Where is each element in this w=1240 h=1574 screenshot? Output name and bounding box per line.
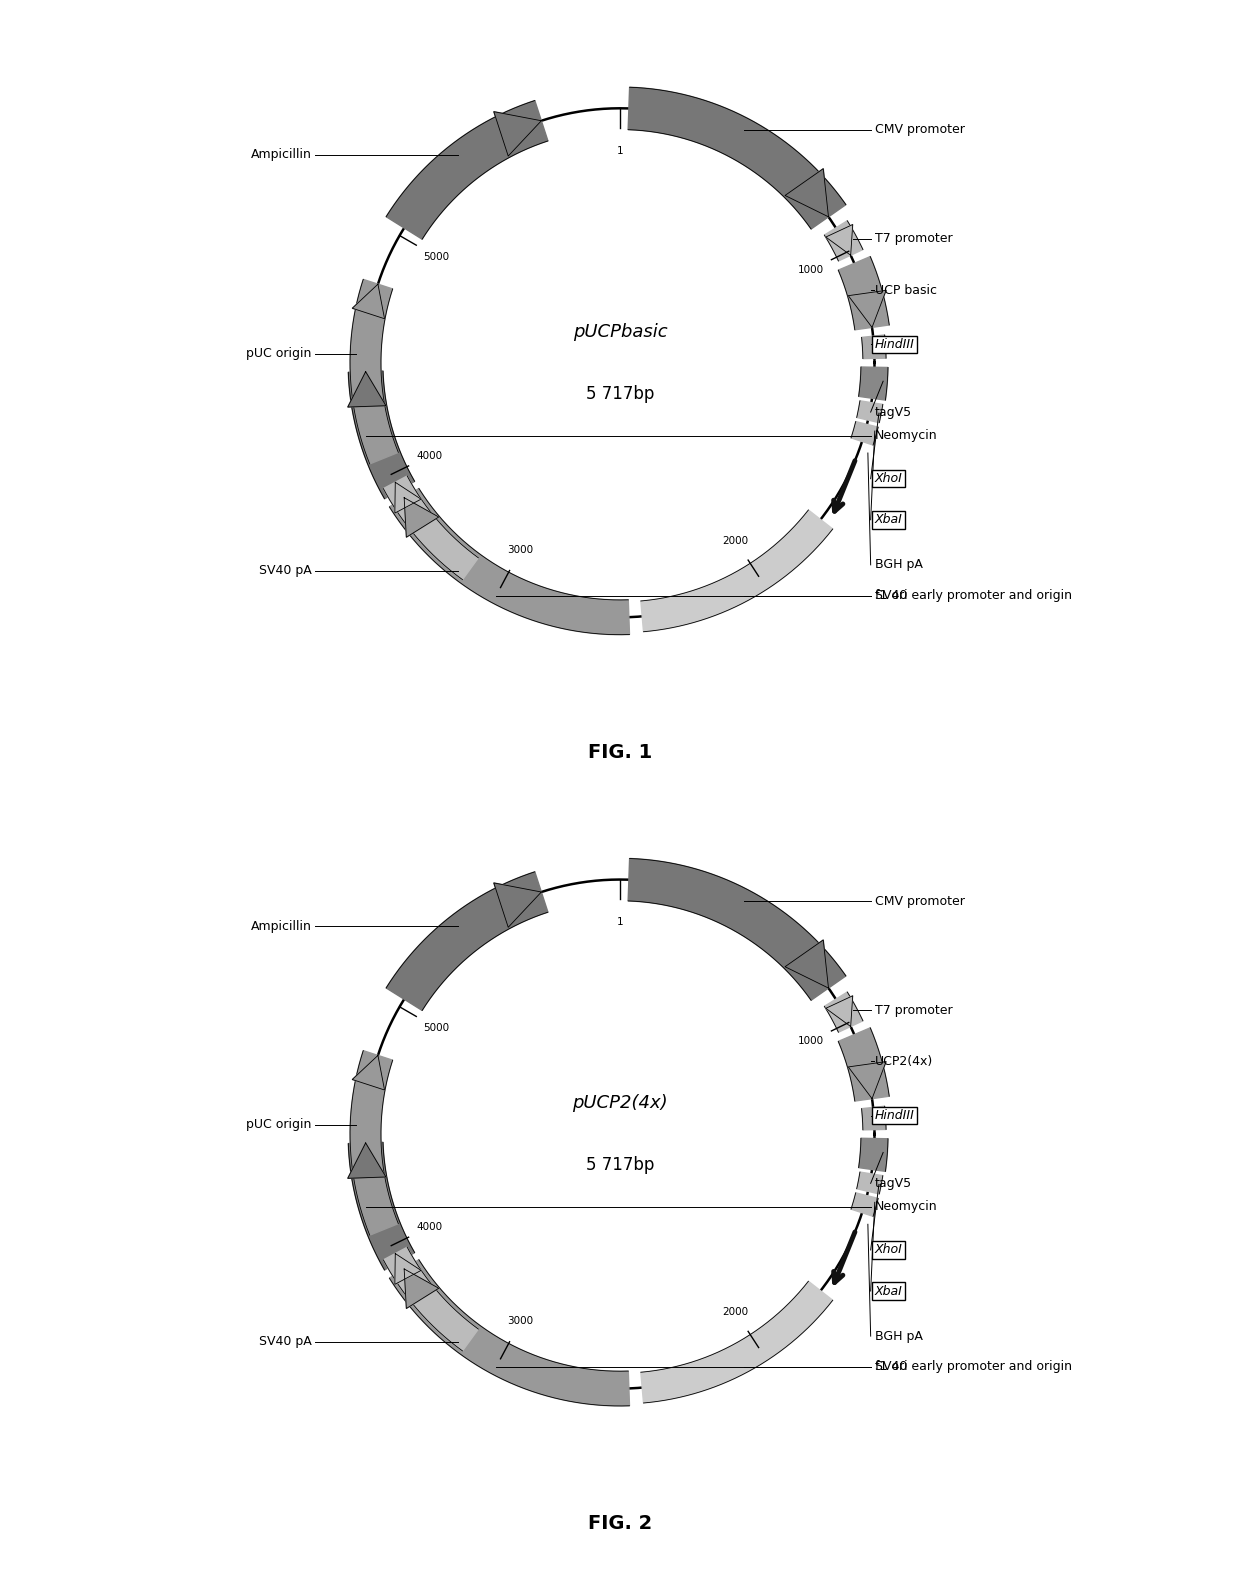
Polygon shape [862,335,887,359]
Text: FIG. 2: FIG. 2 [588,1514,652,1533]
Text: 4000: 4000 [417,450,443,461]
Text: XbaI: XbaI [874,513,903,526]
Polygon shape [350,1051,398,1236]
Text: Ampicillin: Ampicillin [250,148,311,162]
Text: SV40 pA: SV40 pA [259,1335,311,1349]
Polygon shape [838,1028,889,1102]
Polygon shape [494,112,542,156]
Polygon shape [394,482,422,513]
Text: 3000: 3000 [507,1316,533,1327]
Text: 2000: 2000 [723,1306,749,1317]
Text: UCP basic: UCP basic [874,283,936,296]
Polygon shape [404,497,439,537]
Polygon shape [785,940,828,988]
Text: 1000: 1000 [797,1036,823,1047]
Text: 5 717bp: 5 717bp [585,384,655,403]
Polygon shape [348,371,414,499]
Polygon shape [858,1138,888,1171]
Polygon shape [838,257,889,331]
Text: f1 ori: f1 ori [874,1360,908,1374]
Text: CMV promoter: CMV promoter [874,894,965,908]
Text: 5000: 5000 [423,1023,449,1033]
Polygon shape [629,858,846,999]
Text: 4000: 4000 [417,1221,443,1232]
Polygon shape [348,1143,414,1270]
Polygon shape [383,1247,479,1350]
Polygon shape [352,1056,384,1091]
Text: 1000: 1000 [797,264,823,275]
Text: XhoI: XhoI [874,472,903,485]
Polygon shape [383,475,479,579]
Polygon shape [629,87,846,228]
Text: 2000: 2000 [723,535,749,546]
Text: 3000: 3000 [507,545,533,556]
Polygon shape [350,280,398,464]
Polygon shape [825,992,863,1033]
Polygon shape [389,1259,630,1406]
Polygon shape [494,883,542,927]
Polygon shape [785,168,828,217]
Text: Neomycin: Neomycin [874,1201,937,1214]
Text: Ampicillin: Ampicillin [250,919,311,933]
Polygon shape [848,1061,887,1099]
Text: 1: 1 [616,918,624,927]
Text: XbaI: XbaI [874,1284,903,1297]
Polygon shape [858,367,888,400]
Text: 1: 1 [616,146,624,156]
Text: HindIII: HindIII [874,1110,914,1122]
Polygon shape [386,872,548,1011]
Text: SV40 early promoter and origin: SV40 early promoter and origin [874,589,1071,603]
Polygon shape [404,1269,439,1308]
Text: BGH pA: BGH pA [874,1330,923,1343]
Polygon shape [641,510,833,631]
Polygon shape [826,996,853,1026]
Text: Neomycin: Neomycin [874,430,937,442]
Text: SV40 early promoter and origin: SV40 early promoter and origin [874,1360,1071,1374]
Text: T7 promoter: T7 promoter [874,1004,952,1017]
Text: HindIII: HindIII [874,338,914,351]
Text: 5000: 5000 [423,252,449,261]
Polygon shape [851,1193,878,1217]
Text: f1 ori: f1 ori [874,589,908,603]
Text: XhoI: XhoI [874,1243,903,1256]
Polygon shape [862,1107,887,1130]
Polygon shape [347,371,386,408]
Text: 5 717bp: 5 717bp [585,1155,655,1174]
Polygon shape [857,1173,883,1195]
Polygon shape [826,225,853,255]
Text: pUC origin: pUC origin [246,1119,311,1132]
Text: CMV promoter: CMV promoter [874,123,965,137]
Text: T7 promoter: T7 promoter [874,233,952,246]
Polygon shape [386,101,548,239]
Polygon shape [641,1281,833,1402]
Text: BGH pA: BGH pA [874,559,923,571]
Polygon shape [848,290,887,327]
Text: UCP2(4x): UCP2(4x) [874,1055,932,1067]
Text: tagV5: tagV5 [874,1177,911,1190]
Text: SV40 pA: SV40 pA [259,563,311,578]
Polygon shape [851,422,878,445]
Polygon shape [389,488,630,634]
Polygon shape [825,220,863,261]
Polygon shape [352,285,384,320]
Text: FIG. 1: FIG. 1 [588,743,652,762]
Text: pUC origin: pUC origin [246,348,311,360]
Polygon shape [857,401,883,423]
Polygon shape [347,1143,386,1179]
Polygon shape [394,1253,422,1284]
Text: pUCPbasic: pUCPbasic [573,323,667,342]
Text: tagV5: tagV5 [874,406,911,419]
Text: pUCP2(4x): pUCP2(4x) [572,1094,668,1113]
